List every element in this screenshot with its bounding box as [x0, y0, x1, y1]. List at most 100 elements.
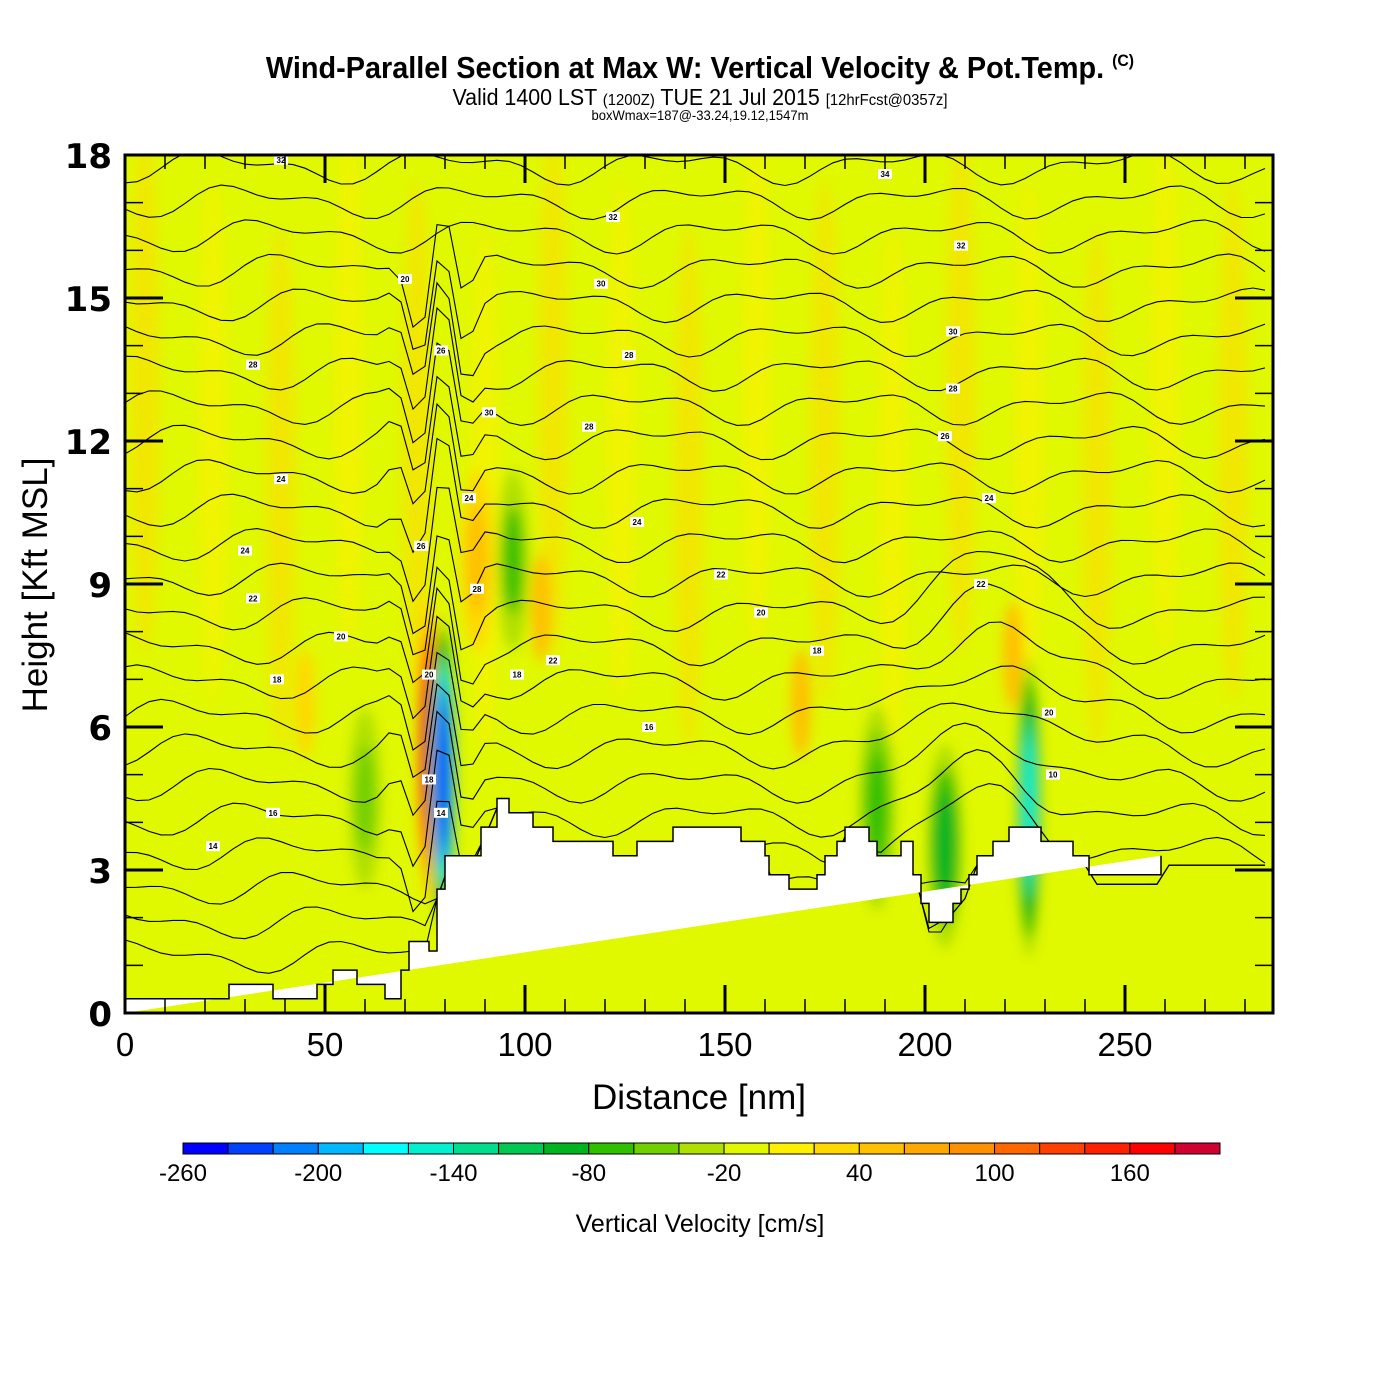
contour-label-text: 32: [277, 156, 286, 165]
theta-contour-line: [125, 155, 1266, 187]
contour-label-bg: [422, 774, 436, 785]
contour-label-text: 22: [977, 580, 986, 589]
contour-label-bg: [606, 211, 620, 222]
contour-label-text: 22: [717, 570, 726, 579]
theta-contour-line: [125, 535, 1266, 635]
contour-label-text: 24: [241, 547, 250, 556]
contour-label-bg: [334, 631, 348, 642]
colorbar-swatch: [1174, 1142, 1221, 1155]
contour-label-bg: [1042, 707, 1056, 718]
colorbar-swatch: [362, 1142, 409, 1155]
contour-label-text: 22: [249, 594, 258, 603]
colorbar-tick-label: -200: [294, 1160, 342, 1187]
contour-label: 18: [510, 669, 524, 680]
colorbar-swatch: [768, 1142, 815, 1155]
contour-label-bg: [422, 669, 436, 680]
contour-label-bg: [630, 517, 644, 528]
contour-label-bg: [954, 240, 968, 251]
streak-band: [607, 181, 635, 701]
contour-label-bg: [270, 674, 284, 685]
streak-band: [403, 181, 431, 701]
colorbar-swatch: [588, 1142, 635, 1155]
colorbar-swatch: [948, 1142, 996, 1155]
y-tick-label: 12: [65, 423, 112, 463]
contour-label-text: 16: [645, 723, 654, 732]
colorbar-swatch: [227, 1142, 274, 1155]
theta-contour-line: [125, 219, 1266, 255]
colorbar-swatch: [633, 1142, 680, 1155]
theta-contour-line: [125, 306, 1266, 411]
theta-contour-line: [125, 437, 1266, 554]
contour-label: 22: [974, 579, 988, 589]
colorbar-swatch: [407, 1142, 455, 1155]
contour-label-text: 20: [401, 275, 410, 284]
theta-contour-line: [125, 583, 1266, 685]
y-tick-label: 6: [88, 709, 112, 749]
contour-label-bg: [246, 593, 260, 604]
theta-contour-line: [125, 223, 1266, 328]
contour-label: 20: [1042, 707, 1056, 718]
contour-label: 20: [334, 631, 348, 642]
terrain-mask: [125, 797, 1162, 1013]
colorbar-swatch: [678, 1142, 725, 1155]
streak-band: [539, 155, 567, 654]
y-tick-label: 9: [88, 566, 112, 606]
colorbar-swatch: [903, 1142, 950, 1155]
contour-label: 16: [642, 722, 656, 732]
contour-label-bg: [754, 607, 768, 618]
theta-contour-line: [125, 375, 1266, 471]
contour-label: 28: [946, 383, 960, 394]
contour-label-bg: [594, 278, 608, 289]
velocity-features: [131, 155, 1247, 957]
chart-title: Wind-Parallel Section at Max W: Vertical…: [49, 50, 1351, 86]
valid-time: Valid 1400 LST: [452, 84, 597, 110]
velocity-cell: [467, 506, 487, 615]
colorbar-tick-label: -20: [707, 1160, 742, 1187]
max-w-annotation: boxWmax=187@-33.24,19.12,1547m: [591, 107, 809, 123]
colorbar-tick-label: 160: [1110, 1160, 1150, 1187]
copyright-mark: (C): [1112, 51, 1135, 70]
contour-label: 24: [982, 493, 996, 504]
x-tick-label: 200: [897, 1026, 952, 1063]
contour-label: 30: [482, 407, 496, 418]
contour-label: 24: [238, 545, 252, 556]
velocity-cell: [436, 702, 450, 847]
contour-label-text: 32: [957, 242, 966, 251]
contour-label-bg: [206, 841, 220, 852]
contour-label: 20: [754, 607, 768, 618]
velocity-cell: [791, 649, 811, 758]
valid-date: TUE 21 Jul 2015: [660, 84, 820, 110]
y-axis: 0 3 6 9 12 15 18: [65, 137, 1273, 1035]
utc-time: (1200Z): [602, 92, 655, 109]
contour-label-bg: [810, 645, 824, 656]
contour-label: 26: [414, 540, 428, 551]
contour-label-text: 24: [633, 518, 642, 527]
streak-band: [1083, 228, 1111, 749]
colorbar-swatch: [813, 1142, 860, 1155]
y-tick-label: 0: [88, 995, 112, 1035]
contour-label-text: 20: [757, 609, 766, 618]
contour-label: 22: [546, 655, 560, 666]
velocity-cell: [503, 506, 523, 615]
contour-label-bg: [974, 579, 988, 589]
velocity-cell: [295, 649, 315, 758]
contour-label-text: 32: [609, 213, 618, 222]
colorbar-tick-label: -80: [571, 1160, 606, 1187]
y-tick-label: 3: [88, 852, 112, 892]
contour-label-text: 20: [425, 671, 434, 680]
contour-label-text: 26: [941, 432, 950, 441]
contour-label-text: 20: [1045, 709, 1054, 718]
contour-label-bg: [582, 421, 596, 432]
colorbar-swatch: [498, 1142, 545, 1155]
contour-label: 20: [398, 273, 412, 284]
streak-band: [1219, 181, 1247, 701]
contour-label: 32: [954, 240, 968, 251]
contour-label-text: 14: [437, 809, 446, 818]
contour-label-text: 26: [437, 346, 446, 355]
contour-label: 30: [594, 278, 608, 289]
theta-contour-line: [125, 342, 1266, 444]
contour-label-text: 24: [985, 494, 994, 503]
colorbar-tick-label: 100: [975, 1160, 1015, 1187]
colorbar-swatch: [723, 1142, 770, 1155]
colorbar-swatch: [1129, 1142, 1176, 1155]
